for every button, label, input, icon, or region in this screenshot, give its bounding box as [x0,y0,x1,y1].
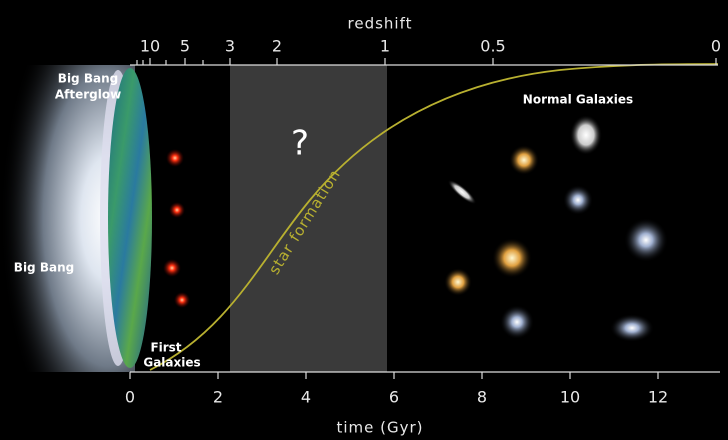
redshift-tick-label: 3 [225,37,235,56]
diagram: star formation ? Big Bang Afterglow Big … [0,0,728,440]
redshift-tick-label: 0.5 [480,37,505,56]
first-galaxies-label: Galaxies [143,356,200,370]
cmb-map [108,68,152,368]
afterglow-label: Big Bang [58,72,118,86]
time-tick-label: 0 [125,388,135,407]
big-bang-label: Big Bang [14,261,74,275]
redshift-tick-label: 5 [180,37,190,56]
redshift-tick-label: 1 [380,37,390,56]
redshift-title: redshift [348,15,413,33]
time-tick-label: 2 [213,388,223,407]
redshift-tick-label: 2 [272,37,282,56]
time-title: time (Gyr) [336,419,423,437]
time-tick-label: 10 [560,388,580,407]
time-tick-label: 4 [301,388,311,407]
normal-galaxies-label: Normal Galaxies [523,93,633,107]
afterglow-label: Afterglow [55,88,121,102]
time-tick-label: 6 [389,388,399,407]
question-mark: ? [291,124,309,164]
time-tick-label: 8 [477,388,487,407]
redshift-tick-label: 0 [711,37,721,56]
time-tick-label: 12 [648,388,668,407]
first-galaxies-label: First [150,341,181,355]
redshift-tick-label: 10 [140,37,160,56]
